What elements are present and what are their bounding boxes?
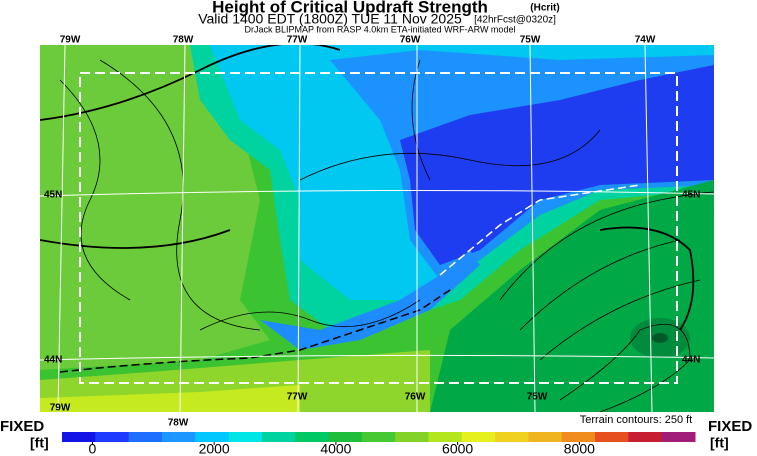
lon-label: 74W	[635, 35, 656, 46]
lon-label: 79W	[60, 35, 81, 46]
colorbar-tick-label: 8000	[564, 441, 595, 456]
map: Terrain contours: 250 ft	[40, 45, 714, 428]
color-swatch	[561, 432, 596, 442]
color-swatch	[461, 432, 496, 442]
colorbar-tick-label: 0	[89, 441, 97, 456]
colorbar-label-left: FIXED	[0, 418, 44, 435]
color-swatch	[595, 432, 629, 442]
lon-label: 75W	[527, 392, 548, 403]
color-swatch	[261, 432, 296, 442]
colorbar-tick-label: 2000	[199, 441, 230, 456]
title: Height of Critical Updraft Strength	[212, 0, 488, 16]
color-swatch	[62, 432, 96, 442]
source: DrJack BLIPMAP from RASP 4.0km ETA-initi…	[245, 24, 516, 34]
color-swatch	[161, 432, 196, 442]
colorbar-tick-label: 4000	[320, 441, 351, 456]
lon-label: 78W	[168, 418, 189, 429]
lon-label: 77W	[287, 392, 308, 403]
lon-label: 77W	[287, 35, 308, 46]
lon-label: 78W	[173, 35, 194, 46]
valid: Valid 1400 EDT (1800Z) TUE 11 Nov 2025	[198, 11, 462, 27]
lat-label: 44N	[44, 355, 62, 366]
terrain-note: Terrain contours: 250 ft	[580, 414, 693, 426]
color-swatch	[128, 432, 163, 442]
map-labels: 79W 78W 77W 76W 75W 74W 79W 78W 77W 76W 75W 45N 44N 4…	[44, 35, 700, 429]
lon-label: 76W	[405, 392, 426, 403]
lat-label: 45N	[44, 190, 62, 201]
lat-label: 44N	[682, 355, 700, 366]
lon-label: 75W	[520, 35, 541, 46]
color-swatch	[328, 432, 363, 442]
color-swatch	[95, 432, 130, 442]
color-swatch	[295, 432, 330, 442]
colorbar: 0 2000 4000 6000 8000	[62, 432, 696, 456]
color-swatch	[361, 432, 396, 442]
color-swatch	[428, 432, 463, 442]
lat-label: 45N	[682, 190, 700, 201]
forecast: [42hrFcst@0320z]	[474, 15, 556, 26]
lon-label: 79W	[50, 403, 71, 414]
colorbar-tick-label: 6000	[442, 441, 473, 456]
color-swatch	[395, 432, 429, 442]
colorbar-unit-right: [ft]	[710, 435, 729, 451]
colorbar-label-right: FIXED	[708, 418, 752, 435]
color-swatch	[195, 432, 230, 442]
param: (Hcrit)	[530, 3, 559, 14]
colorbar-unit-left: [ft]	[30, 435, 49, 451]
color-swatch	[661, 432, 696, 442]
lon-label: 76W	[400, 35, 421, 46]
color-swatch	[628, 432, 663, 442]
color-swatch	[495, 432, 529, 442]
color-swatch	[528, 432, 563, 442]
color-swatch	[228, 432, 263, 442]
